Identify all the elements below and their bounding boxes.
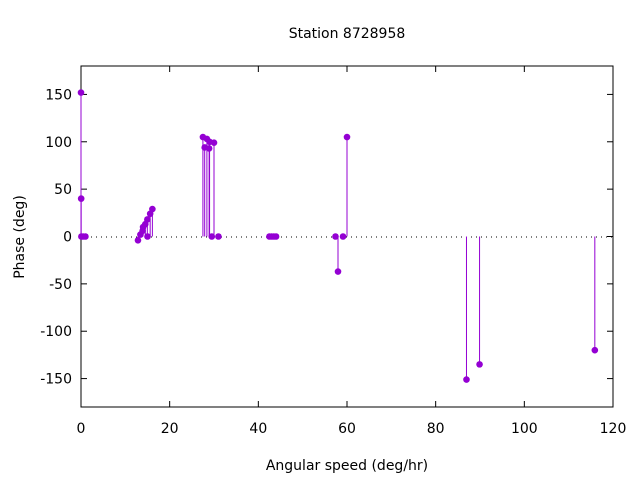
data-point <box>332 233 339 240</box>
data-point <box>272 233 280 240</box>
data-point <box>144 216 151 223</box>
y-axis: -150 -100 -50 0 50 100 150 <box>40 87 613 388</box>
data-point <box>591 346 599 354</box>
x-tick-label: 80 <box>427 421 445 437</box>
data-point <box>339 233 347 240</box>
y-axis-label: Phase (deg) <box>12 195 28 279</box>
data-point <box>205 145 213 152</box>
data-point <box>343 133 351 141</box>
data-point <box>77 89 85 96</box>
x-tick-label: 120 <box>600 421 627 437</box>
y-tick-label: -50 <box>49 277 72 293</box>
point-series <box>77 89 599 383</box>
x-tick-label: 100 <box>511 421 538 437</box>
y-tick-label: 150 <box>45 87 72 103</box>
y-tick-label: -100 <box>40 324 72 340</box>
data-point <box>476 361 483 368</box>
x-tick-label: 0 <box>77 421 86 437</box>
data-point <box>215 233 222 240</box>
data-point <box>208 233 216 240</box>
y-tick-label: 50 <box>54 182 72 198</box>
x-tick-label: 60 <box>338 421 356 437</box>
data-point <box>144 233 151 240</box>
data-point <box>134 236 142 244</box>
x-tick-label: 40 <box>249 421 267 437</box>
y-tick-label: 100 <box>45 135 72 151</box>
data-point <box>77 195 85 202</box>
x-tick-label: 20 <box>161 421 179 437</box>
data-point <box>334 268 342 275</box>
y-tick-label: 0 <box>63 230 72 246</box>
x-axis: 0 20 40 60 80 100 120 <box>77 66 627 437</box>
data-point <box>82 233 89 240</box>
x-axis-label: Angular speed (deg/hr) <box>266 458 428 474</box>
y-tick-label: -150 <box>40 372 72 388</box>
chart-title: Station 8728958 <box>289 26 406 42</box>
data-point <box>210 139 218 147</box>
data-point <box>149 205 156 213</box>
data-point <box>463 376 470 383</box>
